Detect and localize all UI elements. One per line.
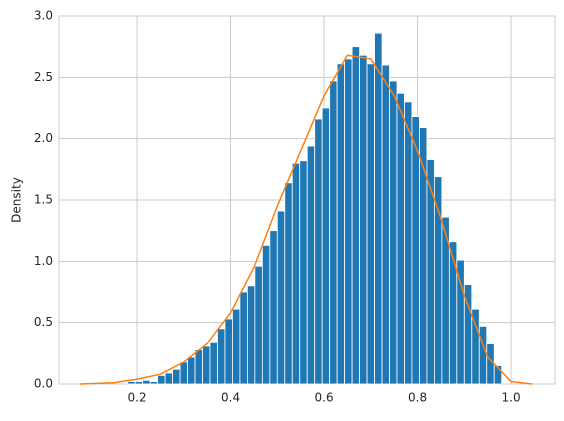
bar — [246, 285, 256, 385]
x-tick-label: 0.8 — [408, 391, 427, 405]
bar — [359, 54, 368, 385]
kde-line — [80, 54, 533, 385]
bar — [284, 182, 293, 385]
y-tick-label: 1.5 — [34, 193, 53, 207]
bar — [232, 308, 241, 385]
bar — [306, 145, 316, 385]
bar — [344, 58, 353, 385]
bar — [127, 381, 136, 385]
bar — [187, 356, 196, 385]
x-tick-label: 1.0 — [502, 391, 521, 405]
bar — [157, 375, 166, 385]
bar — [448, 241, 458, 385]
bar — [471, 308, 480, 385]
bar — [396, 92, 405, 385]
bar — [389, 80, 398, 385]
bar — [194, 349, 203, 385]
bar — [239, 291, 248, 385]
y-axis-label: Density — [10, 177, 24, 223]
bar — [172, 368, 181, 385]
y-tick-label: 0.0 — [34, 377, 53, 391]
bar — [366, 63, 375, 385]
bar — [351, 46, 360, 385]
bar — [381, 64, 390, 385]
x-tick-label: 0.4 — [221, 391, 240, 405]
bar — [374, 32, 383, 385]
bar — [164, 372, 173, 385]
y-tick-label: 2.5 — [34, 70, 53, 84]
bar — [433, 176, 443, 385]
y-tick-label: 3.0 — [34, 9, 53, 23]
bar — [142, 379, 151, 385]
bar — [217, 328, 226, 385]
x-tick-label: 0.2 — [128, 391, 147, 405]
bar — [254, 265, 263, 385]
bar — [478, 325, 488, 385]
bar — [209, 341, 218, 385]
bar — [411, 116, 420, 385]
bar — [224, 318, 233, 385]
bar — [149, 381, 159, 385]
bar — [493, 365, 503, 385]
bar — [291, 162, 301, 385]
bar — [276, 210, 286, 385]
y-tick-label: 0.5 — [34, 315, 53, 329]
y-tick-label: 1.0 — [34, 254, 53, 268]
x-tick-label: 0.6 — [315, 391, 334, 405]
bar — [314, 118, 323, 385]
bar — [269, 230, 278, 385]
bar — [336, 63, 346, 385]
bar — [202, 345, 211, 385]
bar — [261, 244, 271, 385]
bar — [404, 101, 413, 385]
bar — [299, 160, 308, 385]
bar — [179, 361, 188, 385]
bar — [426, 159, 435, 385]
y-tick-label: 2.0 — [34, 131, 53, 145]
bar — [329, 80, 338, 385]
bar — [321, 107, 331, 385]
bar — [134, 381, 144, 385]
bar — [456, 259, 465, 385]
